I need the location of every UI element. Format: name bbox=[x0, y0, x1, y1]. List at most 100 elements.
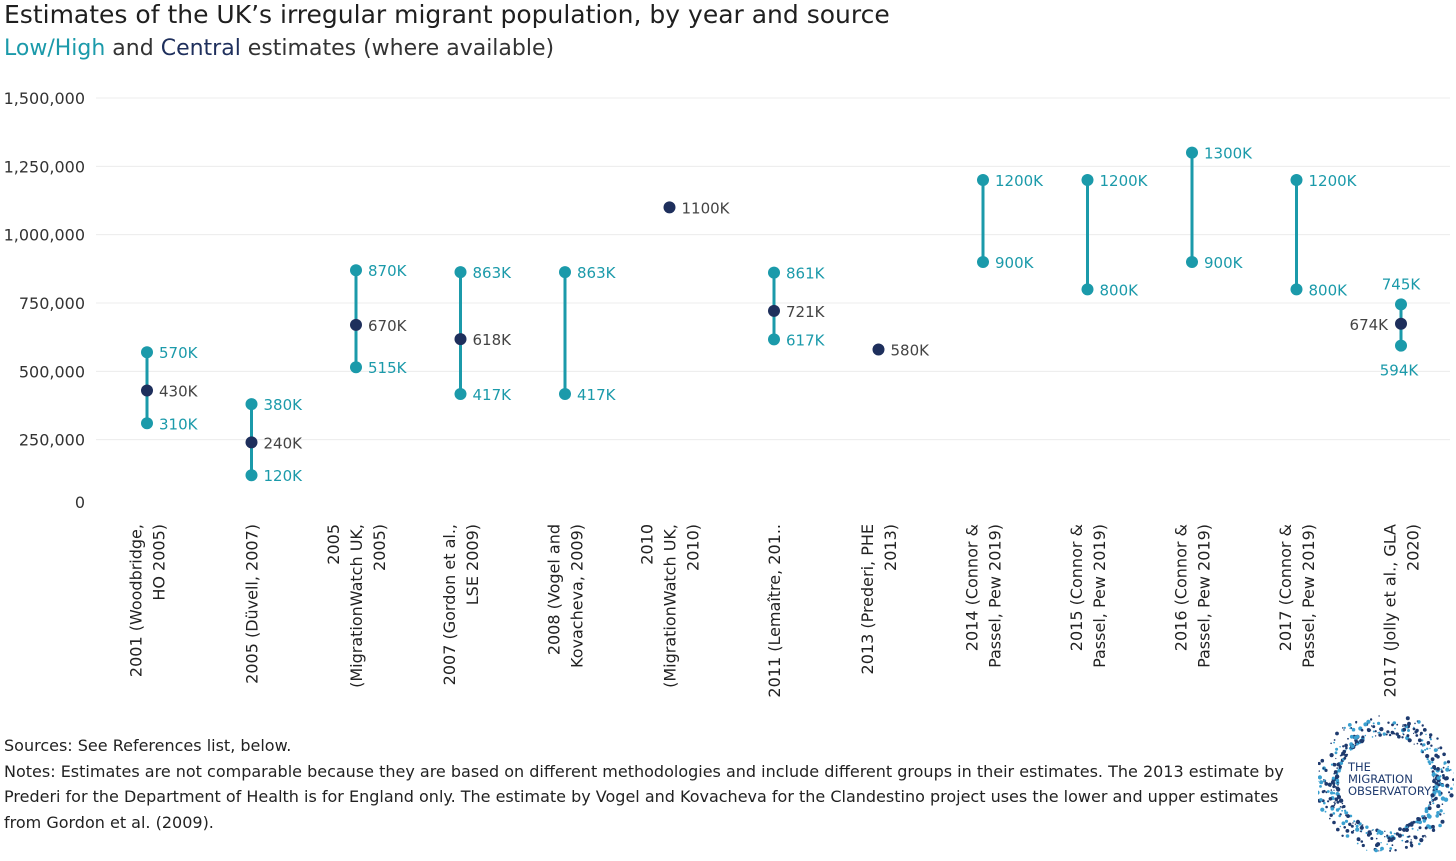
logo-dot bbox=[1442, 752, 1446, 757]
logo-dot bbox=[1443, 761, 1447, 765]
logo-dot bbox=[1436, 755, 1440, 759]
logo-dot bbox=[1428, 801, 1432, 804]
x-tick-label: Passel, Pew 2019) bbox=[986, 524, 1005, 668]
logo-dot bbox=[1430, 767, 1433, 770]
logo-dot bbox=[1335, 785, 1337, 788]
logo-dot bbox=[1359, 739, 1364, 743]
logo-dot bbox=[1424, 807, 1429, 811]
logo-dot bbox=[1374, 848, 1378, 853]
logo-dot bbox=[1416, 742, 1419, 745]
methodology-note: Notes: Estimates are not comparable beca… bbox=[4, 761, 1284, 832]
point-high bbox=[1395, 298, 1407, 311]
logo-dot bbox=[1343, 756, 1347, 760]
x-tick-label: 2016 (Connor & bbox=[1172, 524, 1191, 651]
logo-dot bbox=[1370, 725, 1373, 727]
logo-dot bbox=[1386, 834, 1389, 837]
logo-dot bbox=[1409, 843, 1414, 848]
logo-dot bbox=[1387, 721, 1390, 724]
logo-dot bbox=[1393, 838, 1395, 840]
logo-dot bbox=[1367, 728, 1371, 733]
logo-dot bbox=[1326, 790, 1330, 793]
logo-dot bbox=[1419, 838, 1424, 843]
logo-dot bbox=[1417, 738, 1422, 743]
x-tick-label: 2013) bbox=[881, 524, 900, 571]
data-label-low: 594K bbox=[1380, 362, 1420, 380]
logo-dot bbox=[1417, 829, 1419, 831]
logo-dot bbox=[1351, 727, 1356, 732]
point-central bbox=[141, 384, 153, 397]
point-high bbox=[245, 398, 258, 411]
point-central bbox=[1395, 317, 1407, 330]
logo-dot bbox=[1450, 787, 1453, 790]
logo-dot bbox=[1378, 850, 1380, 852]
data-label-low: 900K bbox=[1204, 254, 1244, 272]
logo-dot bbox=[1372, 730, 1375, 733]
x-tick-label: (MigrationWatch UK, bbox=[347, 524, 366, 688]
logo-dot bbox=[1402, 727, 1407, 732]
logo-dot bbox=[1350, 824, 1354, 828]
logo-dot bbox=[1430, 793, 1435, 798]
logo-dot bbox=[1393, 732, 1396, 735]
logo-dot bbox=[1363, 722, 1368, 727]
y-tick-label: 750,000 bbox=[19, 294, 85, 313]
logo-dot bbox=[1394, 727, 1396, 730]
logo-dot bbox=[1346, 814, 1350, 818]
x-tick-label: HO 2005) bbox=[150, 524, 169, 601]
logo-dot bbox=[1386, 730, 1390, 734]
logo-dot bbox=[1331, 776, 1335, 780]
logo-dot bbox=[1369, 832, 1372, 836]
logo-dot bbox=[1423, 815, 1426, 817]
logo-dot bbox=[1427, 760, 1431, 764]
logo-dot bbox=[1431, 824, 1435, 829]
logo-dot bbox=[1326, 783, 1329, 785]
logo-dot bbox=[1413, 743, 1415, 745]
logo-dot bbox=[1323, 789, 1326, 793]
logo-dot bbox=[1413, 835, 1415, 837]
logo-dot bbox=[1355, 824, 1359, 828]
logo-dot bbox=[1436, 788, 1438, 791]
logo-dot bbox=[1448, 770, 1450, 772]
logo-dot bbox=[1334, 751, 1338, 755]
logo-dot bbox=[1335, 779, 1338, 781]
logo-dot bbox=[1319, 785, 1322, 788]
x-tick-label: Passel, Pew 2019) bbox=[1299, 524, 1318, 668]
logo-dot bbox=[1393, 832, 1396, 835]
y-tick-label: 1,500,000 bbox=[4, 89, 85, 108]
x-tick-label: 2017 (Jolly et al., GLA bbox=[1381, 524, 1400, 697]
data-label-low: 617K bbox=[786, 331, 826, 349]
logo-dot bbox=[1402, 733, 1405, 736]
logo-dot bbox=[1447, 786, 1450, 789]
data-label-high: 1200K bbox=[1309, 172, 1358, 190]
logo-dot bbox=[1404, 845, 1408, 849]
logo-dot bbox=[1387, 839, 1390, 843]
logo-dot bbox=[1334, 797, 1339, 802]
logo-dot bbox=[1333, 770, 1338, 774]
logo-dot bbox=[1341, 751, 1346, 756]
x-tick-label: 2010) bbox=[684, 524, 703, 571]
logo-dot bbox=[1449, 768, 1452, 771]
point-high bbox=[454, 266, 467, 279]
point-high bbox=[1290, 174, 1303, 186]
logo-dot bbox=[1424, 816, 1427, 820]
logo-dot bbox=[1385, 733, 1388, 736]
logo-dot bbox=[1356, 837, 1361, 842]
logo-dot bbox=[1365, 825, 1369, 829]
logo-dot bbox=[1448, 791, 1451, 794]
logo-dot bbox=[1435, 814, 1439, 818]
logo-ring-icon bbox=[1315, 715, 1456, 853]
logo-dot bbox=[1425, 836, 1427, 838]
logo-dot bbox=[1323, 779, 1326, 782]
logo-dot bbox=[1366, 719, 1371, 724]
data-label-central: 618K bbox=[473, 331, 513, 349]
logo-dot bbox=[1355, 827, 1360, 832]
logo-dot bbox=[1431, 761, 1434, 764]
logo-dot bbox=[1437, 783, 1441, 787]
logo-dot bbox=[1332, 820, 1336, 825]
logo-dot bbox=[1452, 778, 1455, 781]
logo-dot bbox=[1332, 784, 1336, 788]
logo-dot bbox=[1329, 817, 1331, 820]
logo-dot bbox=[1375, 837, 1378, 840]
logo-dot bbox=[1323, 801, 1326, 805]
data-label-high: 861K bbox=[786, 265, 826, 283]
logo-dot bbox=[1433, 787, 1437, 790]
